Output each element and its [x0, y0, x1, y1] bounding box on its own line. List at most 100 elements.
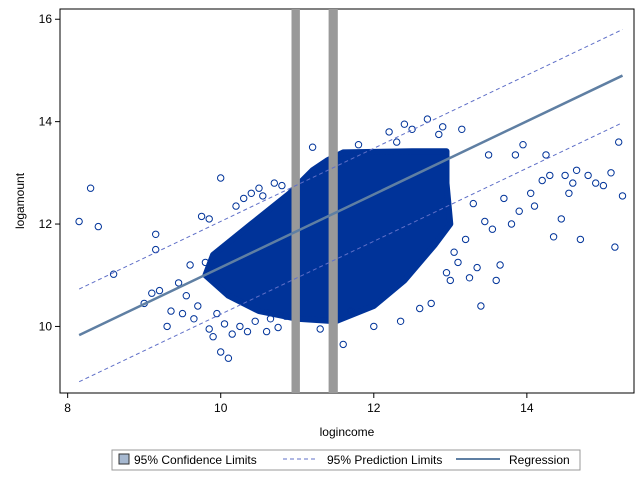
scatter-point-5 — [148, 289, 156, 297]
scatter-point-85 — [561, 171, 569, 180]
scatter-point-60 — [450, 248, 458, 256]
scatter-point-23 — [217, 174, 225, 182]
scatter-point-50 — [396, 317, 405, 325]
scatter-point-13 — [182, 292, 191, 300]
scatter-point-86 — [565, 189, 573, 198]
scatter-point-83 — [549, 233, 558, 241]
scatter-point-15 — [190, 315, 198, 323]
scatter-point-34 — [255, 184, 263, 192]
scatter-point-30 — [240, 194, 248, 203]
scatter-point-70 — [488, 225, 497, 233]
scatter-point-76 — [515, 207, 523, 215]
confidence-band-1 — [328, 9, 338, 393]
plot-area-frame — [59, 8, 635, 394]
legend-label-prediction: 95% Prediction Limits — [327, 453, 442, 467]
scatter-point-56 — [435, 130, 443, 139]
scatter-point-79 — [530, 202, 539, 210]
scatter-point-19 — [205, 215, 213, 223]
scatter-point-80 — [538, 176, 546, 185]
scatter-point-68 — [481, 217, 489, 226]
scatter-point-69 — [484, 151, 493, 159]
y-tick-label-0: 10 — [39, 319, 53, 333]
scatter-point-43 — [316, 325, 324, 333]
scatter-point-89 — [576, 235, 585, 244]
regression-line — [78, 74, 624, 337]
scatter-point-22 — [213, 309, 221, 318]
scatter-point-2 — [94, 222, 103, 231]
scatter-point-57 — [439, 123, 447, 131]
scatter-point-61 — [454, 258, 462, 267]
scatter-point-20 — [205, 325, 213, 333]
scatter-point-95 — [615, 138, 623, 146]
scatter-point-40 — [278, 181, 286, 190]
scatter-point-11 — [174, 279, 183, 287]
scatter-point-18 — [201, 258, 210, 267]
legend: 95% Confidence Limits 95% Prediction Lim… — [111, 449, 581, 471]
scatter-point-51 — [400, 120, 409, 128]
scatter-point-33 — [251, 317, 259, 325]
scatter-point-25 — [220, 320, 229, 328]
scatter-point-63 — [461, 235, 470, 244]
scatter-point-55 — [427, 299, 435, 308]
scatter-point-53 — [416, 304, 424, 313]
scatter-point-6 — [152, 230, 160, 239]
scatter-point-94 — [611, 243, 619, 251]
scatter-point-47 — [370, 322, 378, 331]
scatter-point-35 — [259, 192, 267, 200]
scatter-point-90 — [584, 171, 592, 180]
scatter-point-0 — [75, 217, 83, 226]
scatter-point-96 — [618, 192, 627, 200]
x-axis-label: logincome — [320, 425, 375, 439]
scatter-point-48 — [385, 128, 393, 136]
scatter-point-31 — [243, 327, 252, 336]
x-tick-label-0: 8 — [64, 401, 71, 415]
scatter-point-24 — [217, 348, 225, 356]
scatter-point-16 — [194, 302, 202, 310]
legend-swatch-confidence — [118, 453, 130, 465]
legend-frame — [111, 449, 581, 471]
scatter-point-28 — [232, 202, 240, 210]
scatter-point-73 — [500, 194, 508, 203]
scatter-point-3 — [109, 270, 118, 278]
scatter-point-17 — [197, 212, 206, 221]
scatter-point-67 — [477, 302, 485, 310]
scatter-point-66 — [473, 263, 481, 272]
scatter-point-27 — [228, 330, 236, 338]
scatter-point-8 — [155, 286, 164, 295]
scatter-point-93 — [607, 169, 615, 177]
scatter-point-74 — [507, 220, 516, 228]
scatter-point-49 — [393, 138, 401, 146]
scatter-point-52 — [408, 125, 416, 134]
scatter-point-81 — [542, 151, 550, 159]
scatter-point-87 — [569, 179, 577, 187]
scatter-point-59 — [446, 276, 454, 285]
scatter-point-77 — [519, 141, 527, 149]
scatter-point-37 — [266, 315, 275, 323]
scatter-point-21 — [209, 333, 217, 341]
scatter-point-64 — [465, 274, 474, 282]
legend-label-confidence: 95% Confidence Limits — [134, 453, 257, 467]
legend-label-regression: Regression — [509, 453, 570, 467]
scatter-point-78 — [527, 189, 535, 198]
scatter-point-65 — [469, 199, 477, 208]
confidence-band-0 — [291, 9, 300, 393]
scatter-point-42 — [308, 143, 317, 151]
scatter-point-39 — [274, 323, 282, 332]
scatter-point-10 — [167, 307, 175, 315]
scatter-point-9 — [163, 322, 171, 331]
scatter-point-58 — [442, 269, 451, 277]
y-axis-label: logamount — [13, 172, 27, 229]
y-tick-label-2: 14 — [39, 115, 53, 129]
scatter-point-75 — [511, 151, 520, 159]
scatter-point-38 — [270, 179, 278, 187]
scatter-point-71 — [492, 276, 500, 285]
x-tick-label-3: 14 — [520, 401, 534, 415]
prediction-limit-upper — [78, 29, 623, 290]
scatter-point-88 — [572, 166, 581, 175]
scatter-point-1 — [86, 184, 95, 192]
scatter-point-12 — [178, 309, 187, 318]
prediction-limit-lower — [78, 122, 623, 383]
scatter-point-32 — [247, 189, 256, 198]
scatter-point-62 — [458, 125, 466, 134]
